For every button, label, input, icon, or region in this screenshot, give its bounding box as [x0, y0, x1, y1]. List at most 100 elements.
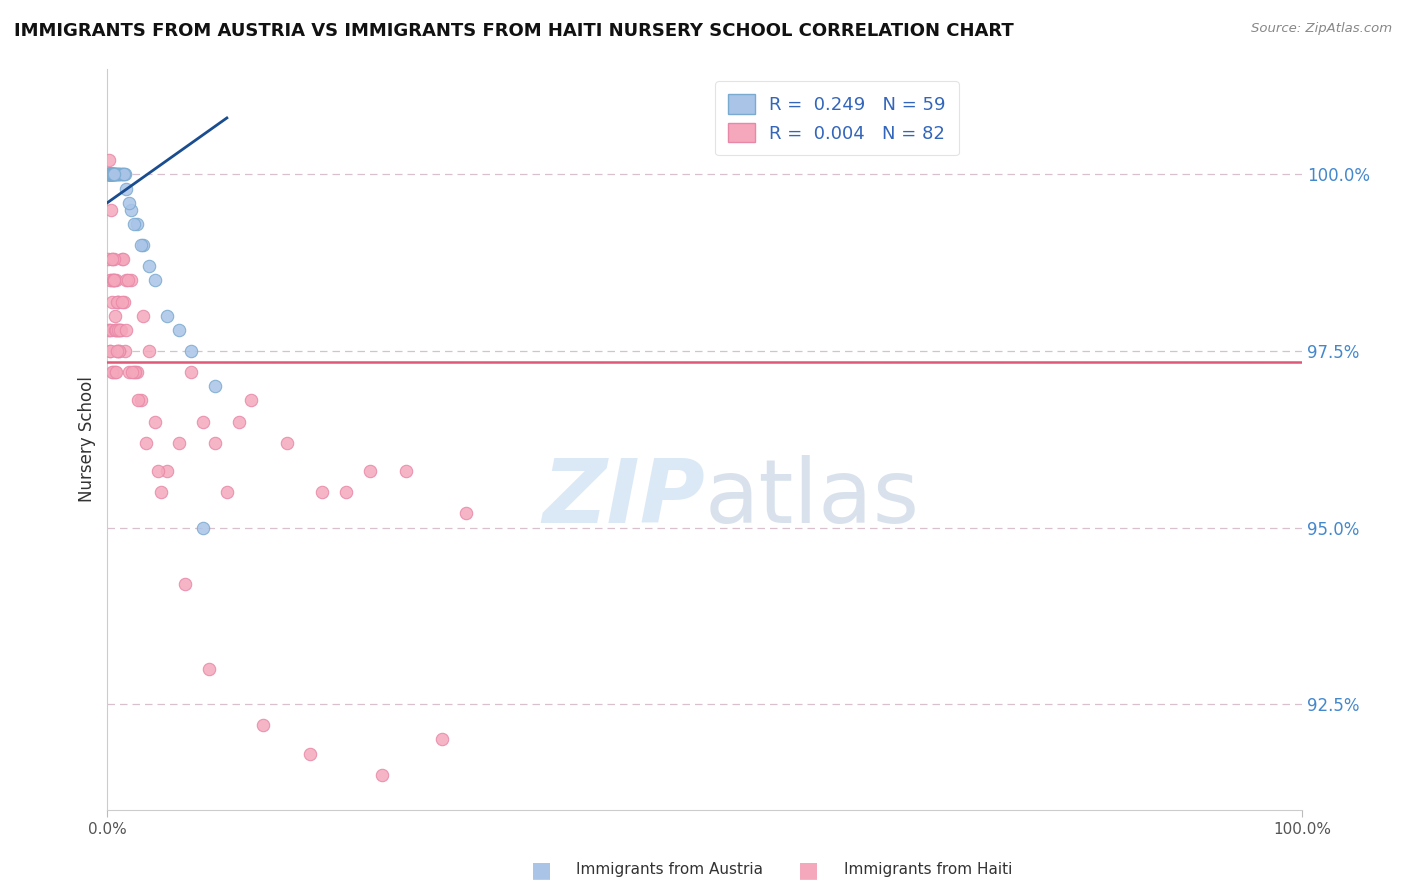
- Point: [118, 365, 141, 379]
- Point: [105, 344, 128, 359]
- Point: [129, 393, 152, 408]
- Point: [180, 344, 202, 359]
- Point: [98, 344, 121, 359]
- Point: [138, 260, 160, 274]
- Point: [167, 323, 190, 337]
- Point: [98, 168, 121, 182]
- Point: [335, 485, 357, 500]
- Point: [103, 309, 125, 323]
- Point: [103, 365, 125, 379]
- Point: [132, 309, 155, 323]
- Point: [98, 168, 121, 182]
- Point: [121, 365, 143, 379]
- Point: [107, 294, 129, 309]
- Point: [395, 464, 418, 478]
- Point: [111, 252, 134, 267]
- Point: [104, 365, 127, 379]
- Point: [101, 252, 124, 267]
- Point: [103, 168, 125, 182]
- Point: [132, 238, 155, 252]
- Point: [146, 464, 169, 478]
- Point: [111, 168, 134, 182]
- Point: [143, 415, 166, 429]
- Point: [115, 323, 138, 337]
- Point: [138, 344, 160, 359]
- Point: [100, 168, 122, 182]
- Point: [311, 485, 333, 500]
- Point: [103, 273, 125, 287]
- Point: [97, 168, 120, 182]
- Point: [111, 294, 134, 309]
- Point: [104, 168, 127, 182]
- Point: [100, 168, 122, 182]
- Point: [191, 520, 214, 534]
- Point: [120, 202, 142, 217]
- Point: [105, 168, 128, 182]
- Point: [198, 662, 221, 676]
- Point: [135, 435, 157, 450]
- Point: [103, 168, 125, 182]
- Point: [108, 323, 131, 337]
- Point: [115, 181, 138, 195]
- Point: [97, 168, 120, 182]
- Point: [167, 435, 190, 450]
- Point: [299, 747, 322, 761]
- Point: [100, 294, 122, 309]
- Point: [115, 273, 138, 287]
- Text: Immigrants from Austria: Immigrants from Austria: [576, 863, 763, 877]
- Point: [97, 252, 120, 267]
- Point: [252, 718, 274, 732]
- Point: [100, 168, 122, 182]
- Point: [101, 168, 124, 182]
- Point: [98, 344, 121, 359]
- Point: [107, 168, 129, 182]
- Point: [127, 393, 149, 408]
- Point: [100, 168, 122, 182]
- Legend: R =  0.249   N = 59, R =  0.004   N = 82: R = 0.249 N = 59, R = 0.004 N = 82: [716, 81, 959, 155]
- Point: [101, 168, 124, 182]
- Y-axis label: Nursery School: Nursery School: [79, 376, 96, 502]
- Point: [122, 217, 145, 231]
- Point: [112, 168, 135, 182]
- Point: [104, 273, 127, 287]
- Point: [97, 153, 120, 168]
- Point: [371, 768, 394, 782]
- Point: [98, 168, 121, 182]
- Point: [101, 168, 124, 182]
- Point: [98, 168, 121, 182]
- Point: [118, 195, 141, 210]
- Point: [110, 168, 132, 182]
- Point: [129, 238, 152, 252]
- Point: [101, 168, 124, 182]
- Point: [101, 168, 124, 182]
- Point: [107, 294, 129, 309]
- Point: [100, 202, 122, 217]
- Point: [454, 507, 477, 521]
- Point: [107, 344, 129, 359]
- Point: [97, 323, 120, 337]
- Point: [101, 168, 124, 182]
- Point: [204, 435, 226, 450]
- Point: [180, 365, 202, 379]
- Point: [104, 365, 127, 379]
- Point: [215, 485, 238, 500]
- Point: [101, 168, 124, 182]
- Point: [114, 168, 136, 182]
- Point: [103, 252, 125, 267]
- Point: [105, 323, 128, 337]
- Point: [98, 168, 121, 182]
- Point: [100, 168, 122, 182]
- Point: [174, 577, 197, 591]
- Point: [111, 252, 134, 267]
- Point: [107, 323, 129, 337]
- Point: [110, 323, 132, 337]
- Point: [156, 464, 179, 478]
- Point: [108, 168, 131, 182]
- Point: [97, 168, 120, 182]
- Point: [101, 365, 124, 379]
- Point: [104, 323, 127, 337]
- Point: [103, 273, 125, 287]
- Point: [103, 168, 125, 182]
- Point: [100, 273, 122, 287]
- Text: IMMIGRANTS FROM AUSTRIA VS IMMIGRANTS FROM HAITI NURSERY SCHOOL CORRELATION CHAR: IMMIGRANTS FROM AUSTRIA VS IMMIGRANTS FR…: [14, 22, 1014, 40]
